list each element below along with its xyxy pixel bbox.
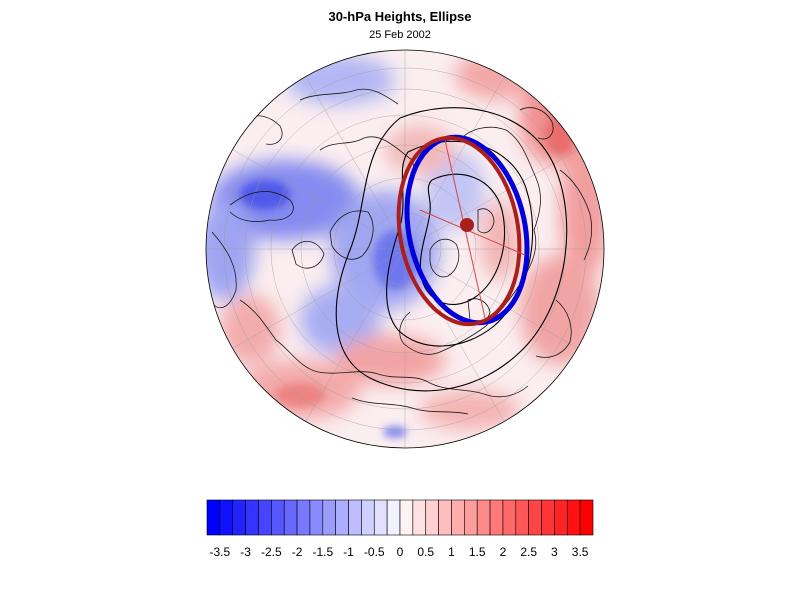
colorbar-label: 3: [551, 545, 558, 559]
colorbar-box: [245, 499, 259, 536]
colorbar-label: 2: [500, 545, 507, 559]
colorbar-box: [271, 499, 285, 536]
colorbar-box: [451, 499, 465, 536]
colorbar-label: 1: [448, 545, 455, 559]
colorbar-box: [335, 499, 349, 536]
colorbar-label: 1.5: [469, 545, 486, 559]
colorbar-label: 0.5: [417, 545, 434, 559]
page-title: 30-hPa Heights, Ellipse: [328, 9, 472, 24]
colorbar-box: [373, 499, 388, 536]
colorbar-label: -3: [240, 545, 251, 559]
colorbar-label: -3.5: [210, 545, 231, 559]
colorbar-box: [206, 499, 221, 536]
colorbar-box: [296, 499, 311, 536]
colorbar-label: -1.5: [312, 545, 333, 559]
reference-ellipse: [396, 135, 522, 327]
colorbar-box: [554, 499, 568, 536]
map-boundary: [205, 49, 605, 449]
colorbar-label: 2.5: [520, 545, 537, 559]
colorbar-label: 0: [397, 545, 404, 559]
colorbar-label: -1: [343, 545, 354, 559]
page-subtitle: 25 Feb 2002: [369, 29, 431, 41]
colorbar-label: -2: [292, 545, 303, 559]
colorbar-label: 3.5: [572, 545, 589, 559]
colorbar-box: [348, 499, 362, 536]
colorbar-box: [232, 499, 246, 536]
colorbar-box: [322, 499, 336, 536]
colorbar-box: [438, 499, 452, 536]
colorbar-box: [566, 499, 581, 536]
colorbar-box: [425, 499, 439, 536]
colorbar-box: [258, 499, 272, 536]
colorbar-box: [502, 499, 517, 536]
colorbar-box: [309, 499, 324, 536]
colorbar-box: [528, 499, 542, 536]
colorbar-box: [412, 499, 427, 536]
graticule: [206, 50, 604, 448]
colorbar-box: [579, 499, 594, 536]
colorbar-labels: -3.5 -3 -2.5 -2 -1.5 -1 -0.5 0 0.5 1 1.5 2 2.5 3 3.5: [210, 545, 589, 559]
colorbar-box: [386, 499, 401, 536]
colorbar-box: [464, 499, 478, 536]
colorbar-box: [476, 499, 491, 536]
colorbar-box: [489, 499, 504, 536]
colorbar-box: [361, 499, 375, 536]
colorbar-boxes: [206, 499, 594, 536]
colorbar-box: [283, 499, 298, 536]
ellipse-center-marker: [460, 218, 474, 232]
colorbar-box: [219, 499, 234, 536]
colorbar-box: [399, 499, 414, 536]
colorbar-label: -0.5: [364, 545, 385, 559]
colorbar-label: -2.5: [261, 545, 282, 559]
colorbar-box: [515, 499, 529, 536]
polar-map: [205, 49, 605, 449]
colorbar-box: [541, 499, 555, 536]
